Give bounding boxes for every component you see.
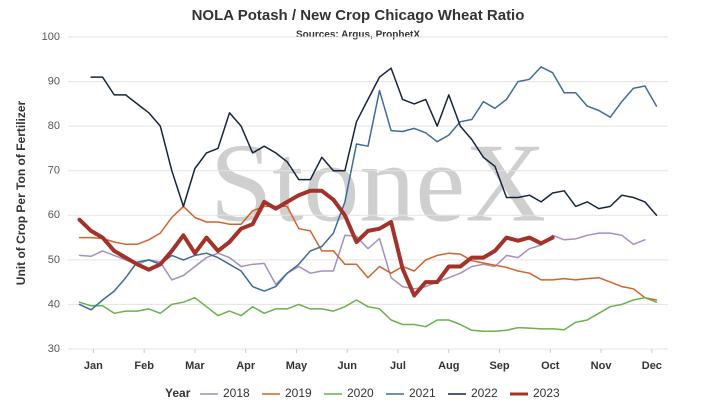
x-tick-label: Oct bbox=[541, 360, 560, 372]
y-axis-label: Unit of Crop Per Ton of Fertilizer bbox=[14, 100, 28, 285]
legend-label: 2021 bbox=[409, 386, 436, 400]
legend-label: 2018 bbox=[223, 386, 250, 400]
x-tick-label: Apr bbox=[236, 360, 256, 372]
x-tick-label: Jun bbox=[337, 360, 357, 372]
y-tick-label: 30 bbox=[48, 343, 60, 355]
watermark: StoneX bbox=[210, 122, 546, 246]
x-tick-label: Nov bbox=[591, 360, 613, 372]
x-tick-label: Aug bbox=[438, 360, 459, 372]
x-tick-label: Feb bbox=[134, 360, 154, 372]
legend-label: 2019 bbox=[285, 386, 312, 400]
legend-title: Year bbox=[165, 386, 191, 400]
chart-title: NOLA Potash / New Crop Chicago Wheat Rat… bbox=[192, 7, 525, 24]
y-tick-label: 50 bbox=[48, 254, 60, 266]
y-tick-label: 70 bbox=[48, 165, 60, 177]
series-line bbox=[77, 188, 555, 298]
series-line bbox=[78, 66, 658, 311]
chart-subtitle: Sources: Argus, ProphetX bbox=[296, 30, 420, 41]
legend-label: 2022 bbox=[471, 386, 498, 400]
x-tick-label: Mar bbox=[185, 360, 205, 372]
y-tick-label: 60 bbox=[48, 209, 60, 221]
x-tick-label: Jan bbox=[84, 360, 103, 372]
series-line bbox=[78, 205, 658, 301]
legend-label: 2023 bbox=[533, 386, 560, 400]
series-line bbox=[90, 67, 658, 217]
y-tick-label: 40 bbox=[48, 298, 60, 310]
y-tick-label: 100 bbox=[42, 31, 60, 43]
x-tick-label: Sep bbox=[489, 360, 509, 372]
y-tick-label: 90 bbox=[48, 75, 60, 87]
y-tick-label: 80 bbox=[48, 120, 60, 132]
series-line bbox=[78, 296, 658, 332]
legend-label: 2020 bbox=[347, 386, 374, 400]
x-tick-label: Jul bbox=[390, 360, 406, 372]
x-tick-label: May bbox=[286, 360, 308, 372]
x-tick-label: Dec bbox=[642, 360, 662, 372]
